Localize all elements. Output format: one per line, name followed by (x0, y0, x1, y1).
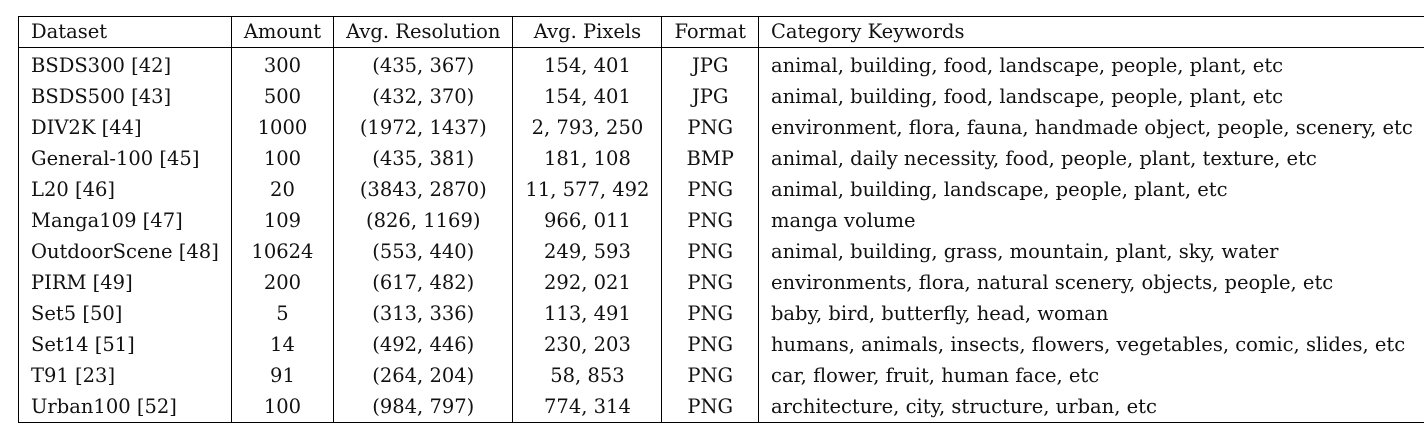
cell-dataset: PIRM [49] (31, 270, 133, 294)
cell-avg-resolution: (826, 1169) (333, 205, 513, 236)
table-row: General-100 [45] 100 (435, 381) 181, 108 BMP… (19, 143, 1424, 174)
cell-format: PNG (661, 205, 759, 236)
cell-dataset: General-100 [45] (31, 146, 200, 170)
cell-avg-pixels: 113, 491 (512, 298, 662, 329)
cell-format: PNG (661, 112, 759, 143)
header-avg-resolution: Avg. Resolution (333, 16, 513, 48)
table-row: Set14 [51] 14 (492, 446) 230, 203 PNG humans,… (19, 329, 1424, 360)
table-row: Manga109 [47] 109 (826, 1169) 966, 011 PNG ma… (19, 205, 1424, 236)
table-row: OutdoorScene [48] 10624 (553, 440) 249, 593… (19, 236, 1424, 267)
table-row: DIV2K [44] 1000 (1972, 1437) 2, 793, 250 PNG… (19, 112, 1424, 143)
cell-amount: 100 (230, 143, 334, 174)
cell-amount: 200 (230, 267, 334, 298)
cell-avg-resolution: (553, 440) (333, 236, 513, 267)
cell-amount: 91 (230, 360, 334, 391)
cell-amount: 5 (230, 298, 334, 329)
cell-dataset: BSDS300 [42] (31, 53, 172, 77)
cell-avg-pixels: 154, 401 (512, 81, 662, 112)
cell-format: JPG (661, 47, 759, 81)
header-row: Dataset Amount Avg. Resolution Avg. Pixe… (18, 16, 1424, 48)
table-row: Set5 [50] 5 (313, 336) 113, 491 PNG baby, bir… (19, 298, 1424, 329)
cell-amount: 20 (230, 174, 334, 205)
table-row: T91 [23] 91 (264, 204) 58, 853 PNG car, flowe… (19, 360, 1424, 391)
cell-avg-pixels: 230, 203 (512, 329, 662, 360)
cell-amount: 109 (230, 205, 334, 236)
cell-dataset: Urban100 [52] (31, 394, 177, 418)
table-header: Dataset Amount Avg. Resolution Avg. Pixe… (18, 16, 1424, 48)
cell-avg-pixels: 58, 853 (512, 360, 662, 391)
table-row: BSDS300 [42] 300 (435, 367) 154, 401 JPG anim… (19, 47, 1424, 81)
table-body: BSDS300 [42] 300 (435, 367) 154, 401 JPG anim… (19, 47, 1424, 423)
cell-category-keywords: animal, building, food, landscape, peopl… (757, 47, 1424, 81)
cell-avg-resolution: (617, 482) (333, 267, 513, 298)
cell-category-keywords: animal, daily necessity, food, people, p… (757, 143, 1424, 174)
cell-format: PNG (661, 298, 759, 329)
cell-format: PNG (661, 391, 759, 423)
cell-dataset: Set14 [51] (31, 332, 135, 356)
cell-avg-pixels: 11, 577, 492 (512, 174, 662, 205)
cell-dataset: BSDS500 [43] (31, 84, 172, 108)
header-category-keywords: Category Keywords (757, 16, 1424, 48)
cell-category-keywords: environments, flora, natural scenery, ob… (757, 267, 1424, 298)
cell-format: PNG (661, 329, 759, 360)
cell-avg-pixels: 292, 021 (512, 267, 662, 298)
cell-category-keywords: baby, bird, butterfly, head, woman (757, 298, 1424, 329)
table-row: PIRM [49] 200 (617, 482) 292, 021 PNG environ… (19, 267, 1424, 298)
cell-avg-resolution: (435, 367) (333, 47, 513, 81)
cell-avg-resolution: (313, 336) (333, 298, 513, 329)
table-row: L20 [46] 20 (3843, 2870) 11, 577, 492 PNG ani… (19, 174, 1424, 205)
cell-category-keywords: animal, building, grass, mountain, plant… (757, 236, 1424, 267)
cell-avg-pixels: 181, 108 (512, 143, 662, 174)
cell-avg-pixels: 774, 314 (512, 391, 662, 423)
cell-avg-resolution: (264, 204) (333, 360, 513, 391)
cell-avg-resolution: (984, 797) (333, 391, 513, 423)
table-row: BSDS500 [43] 500 (432, 370) 154, 401 JPG anim… (19, 81, 1424, 112)
cell-avg-pixels: 249, 593 (512, 236, 662, 267)
cell-amount: 10624 (230, 236, 334, 267)
cell-category-keywords: car, flower, fruit, human face, etc (757, 360, 1424, 391)
cell-dataset: Manga109 [47] (31, 208, 183, 232)
cell-format: PNG (661, 174, 759, 205)
cell-avg-resolution: (432, 370) (333, 81, 513, 112)
cell-amount: 500 (230, 81, 334, 112)
cell-format: PNG (661, 267, 759, 298)
header-dataset: Dataset (18, 16, 232, 48)
header-format: Format (661, 16, 759, 48)
cell-avg-resolution: (3843, 2870) (333, 174, 513, 205)
cell-dataset: L20 [46] (31, 177, 115, 201)
cell-category-keywords: environment, flora, fauna, handmade obje… (757, 112, 1424, 143)
cell-format: PNG (661, 236, 759, 267)
table-container: Dataset Amount Avg. Resolution Avg. Pixe… (18, 16, 1424, 423)
cell-format: PNG (661, 360, 759, 391)
cell-avg-resolution: (492, 446) (333, 329, 513, 360)
cell-dataset: DIV2K [44] (31, 115, 142, 139)
table-row: Urban100 [52] 100 (984, 797) 774, 314 PNG arc… (19, 391, 1424, 423)
cell-dataset: OutdoorScene [48] (31, 239, 219, 263)
cell-category-keywords: animal, building, food, landscape, peopl… (757, 81, 1424, 112)
cell-dataset: Set5 [50] (31, 301, 123, 325)
header-avg-pixels: Avg. Pixels (512, 16, 662, 48)
cell-avg-resolution: (1972, 1437) (333, 112, 513, 143)
cell-category-keywords: manga volume (757, 205, 1424, 236)
cell-format: BMP (661, 143, 759, 174)
dataset-table: Dataset Amount Avg. Resolution Avg. Pixe… (18, 16, 1424, 423)
header-amount: Amount (230, 16, 334, 48)
cell-amount: 300 (230, 47, 334, 81)
cell-amount: 100 (230, 391, 334, 423)
cell-dataset: T91 [23] (31, 363, 116, 387)
cell-avg-pixels: 154, 401 (512, 47, 662, 81)
cell-category-keywords: architecture, city, structure, urban, et… (757, 391, 1424, 423)
cell-avg-pixels: 2, 793, 250 (512, 112, 662, 143)
cell-amount: 14 (230, 329, 334, 360)
cell-amount: 1000 (230, 112, 334, 143)
cell-category-keywords: humans, animals, insects, flowers, veget… (757, 329, 1424, 360)
cell-category-keywords: animal, building, landscape, people, pla… (757, 174, 1424, 205)
cell-avg-resolution: (435, 381) (333, 143, 513, 174)
cell-format: JPG (661, 81, 759, 112)
cell-avg-pixels: 966, 011 (512, 205, 662, 236)
